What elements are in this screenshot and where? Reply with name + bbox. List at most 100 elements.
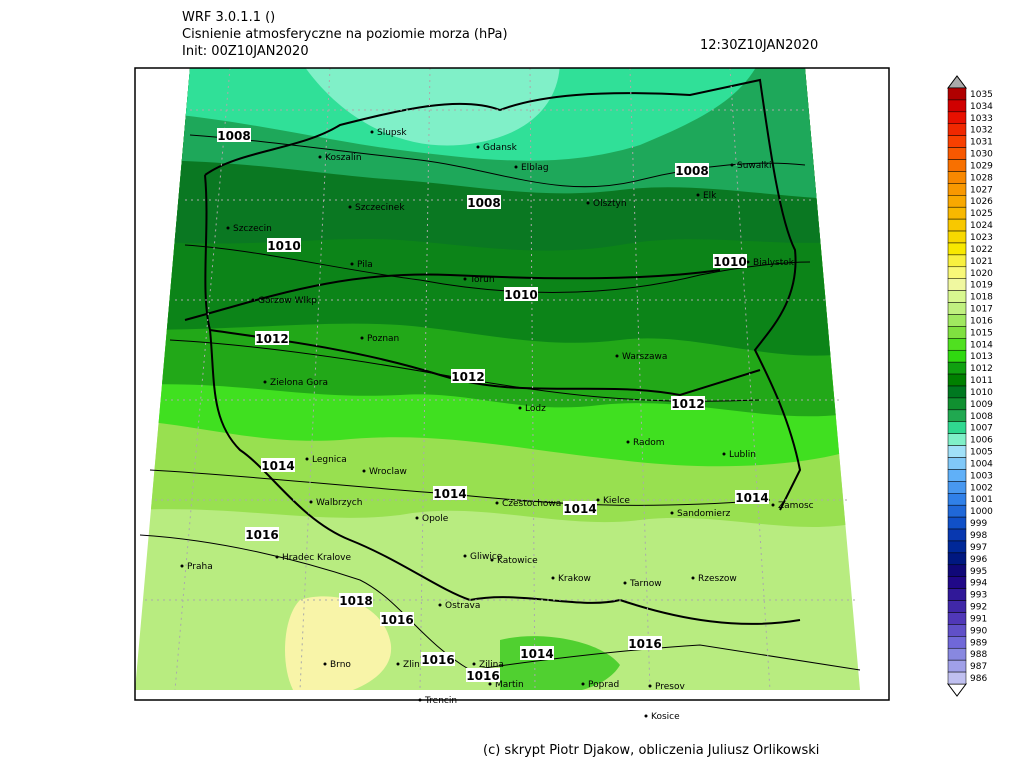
contour-label: 1008	[675, 164, 708, 178]
colorbar-label: 1020	[970, 269, 993, 279]
city-label: Elk	[703, 191, 717, 201]
city-label: Zilina	[479, 660, 504, 670]
colorbar-label: 990	[970, 626, 987, 636]
city-dot	[551, 576, 555, 580]
colorbar-cell	[947, 302, 967, 315]
contour-label-bg	[520, 646, 554, 660]
contour-label: 1008	[217, 129, 250, 143]
colorbar-label: 1021	[970, 257, 993, 267]
colorbar-cell	[947, 206, 967, 220]
city-label: Gdansk	[483, 143, 518, 153]
colorbar-label: 996	[970, 555, 987, 565]
contour-label: 1016	[380, 613, 413, 627]
city-dot	[730, 163, 734, 167]
city-label: Poznan	[367, 334, 399, 344]
city-dot	[696, 193, 700, 197]
city-dot	[348, 205, 352, 209]
contour-label: 1018	[339, 594, 372, 608]
colorbar-label: 1025	[970, 209, 993, 219]
colorbar-label: 1033	[970, 114, 993, 124]
colorbar-label: 1027	[970, 185, 993, 195]
borders	[184, 78, 802, 625]
colorbar-label: 993	[970, 591, 987, 601]
city-dot	[495, 501, 499, 505]
colorbar-cell	[947, 278, 967, 291]
contour-label: 1010	[267, 239, 300, 253]
city-label: Torun	[469, 275, 495, 285]
colorbar-label: 1001	[970, 495, 993, 505]
colorbar-label: 991	[970, 614, 987, 624]
colorbar-cell	[947, 421, 967, 434]
colorbar-cell	[947, 540, 967, 554]
city-label: Radom	[633, 438, 665, 448]
city-dot	[476, 145, 480, 149]
colorbar-label: 1031	[970, 138, 993, 148]
city-label: Legnica	[312, 455, 347, 465]
city-dot	[518, 406, 522, 410]
colorbar-cell	[947, 385, 967, 399]
city-label: Bialystok	[753, 258, 795, 268]
city-dot	[305, 457, 309, 461]
contour-label-bg	[245, 527, 279, 541]
contour-label-layer: 1008 1008 1008 1010 1010 1010 1012 1012 1012 1014…	[217, 128, 769, 683]
graticule	[145, 67, 855, 691]
contour-label: 1012	[451, 370, 484, 384]
colorbar-label: 989	[970, 638, 987, 648]
contour-label: 1016	[421, 653, 454, 667]
init: Init: 00Z10JAN2020	[182, 44, 309, 59]
city-label: Krakow	[558, 574, 591, 584]
city-label: Szczecin	[233, 224, 272, 234]
city-label: Rzeszow	[698, 574, 737, 584]
colorbar-label: 1017	[970, 305, 993, 315]
contour-label-bg	[675, 163, 709, 177]
city-dot	[746, 260, 750, 264]
city-dot	[350, 262, 354, 266]
colorbar-cell	[947, 159, 967, 172]
city-dot	[438, 603, 442, 607]
city-label: Wroclaw	[369, 467, 407, 477]
city-dot	[323, 662, 327, 666]
colorbar-label: 1014	[970, 340, 993, 350]
city-dot	[626, 440, 630, 444]
colorbar-cell	[947, 576, 967, 589]
colorbar-cell	[947, 123, 967, 136]
city-dot	[360, 336, 364, 340]
colorbar-label: 1035	[970, 90, 993, 100]
contour-label-bg	[466, 668, 500, 682]
city-dot	[615, 354, 619, 358]
city-label: Praha	[187, 562, 213, 572]
colorbar-label: 1010	[970, 388, 993, 398]
colorbar-label: 1029	[970, 161, 993, 171]
colorbar-label: 1018	[970, 293, 993, 303]
colorbar-label: 1023	[970, 233, 993, 243]
city-dot	[396, 662, 400, 666]
colorbar-cell	[947, 624, 967, 637]
city-dot	[263, 380, 267, 384]
city-label: Zlin	[403, 660, 420, 670]
contour-label-bg	[713, 254, 747, 268]
city-dot	[180, 564, 184, 568]
city-label: Sandomierz	[677, 509, 731, 519]
contour-label: 1010	[504, 288, 537, 302]
colorbar-cell	[947, 326, 967, 339]
contour-label-bg	[671, 396, 705, 410]
colorbar-cell	[947, 266, 967, 279]
city-label: Olsztyn	[593, 199, 627, 209]
colorbar-label: 1034	[970, 102, 993, 112]
city-label: Walbrzych	[316, 498, 362, 508]
city-label: Suwalki	[737, 161, 772, 171]
city-label: Kosice	[651, 712, 680, 722]
city-label: Slupsk	[377, 128, 407, 138]
colorbar-cell	[947, 373, 967, 387]
city-dot	[418, 698, 422, 702]
colorbar-cell	[947, 409, 967, 423]
city-label: Czestochowa	[502, 499, 561, 509]
colorbar-cell	[947, 254, 967, 268]
colorbar-label: 1004	[970, 459, 993, 469]
colorbar-cell	[947, 671, 967, 685]
colorbar-label: 1006	[970, 436, 993, 446]
city-dot	[463, 277, 467, 281]
city-dot	[514, 165, 518, 169]
